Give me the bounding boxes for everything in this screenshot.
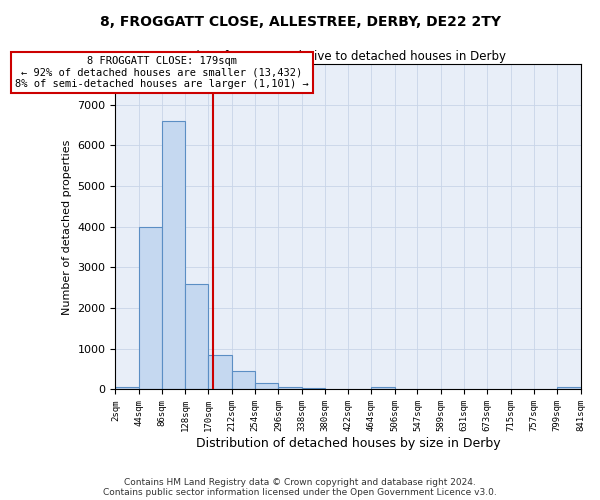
Text: 8 FROGGATT CLOSE: 179sqm
← 92% of detached houses are smaller (13,432)
8% of sem: 8 FROGGATT CLOSE: 179sqm ← 92% of detach… bbox=[15, 56, 309, 89]
Text: 8, FROGGATT CLOSE, ALLESTREE, DERBY, DE22 2TY: 8, FROGGATT CLOSE, ALLESTREE, DERBY, DE2… bbox=[100, 15, 500, 29]
X-axis label: Distribution of detached houses by size in Derby: Distribution of detached houses by size … bbox=[196, 437, 500, 450]
Bar bbox=[139, 227, 162, 390]
Bar bbox=[371, 388, 395, 390]
Bar bbox=[232, 371, 255, 390]
Text: Contains HM Land Registry data © Crown copyright and database right 2024.
Contai: Contains HM Land Registry data © Crown c… bbox=[103, 478, 497, 497]
Bar bbox=[115, 388, 139, 390]
Bar bbox=[557, 388, 581, 390]
Bar bbox=[185, 284, 208, 390]
Bar bbox=[278, 388, 302, 390]
Bar bbox=[162, 121, 185, 390]
Bar bbox=[208, 355, 232, 390]
Y-axis label: Number of detached properties: Number of detached properties bbox=[62, 139, 72, 314]
Bar bbox=[255, 384, 278, 390]
Title: Size of property relative to detached houses in Derby: Size of property relative to detached ho… bbox=[190, 50, 506, 63]
Bar bbox=[302, 388, 325, 390]
